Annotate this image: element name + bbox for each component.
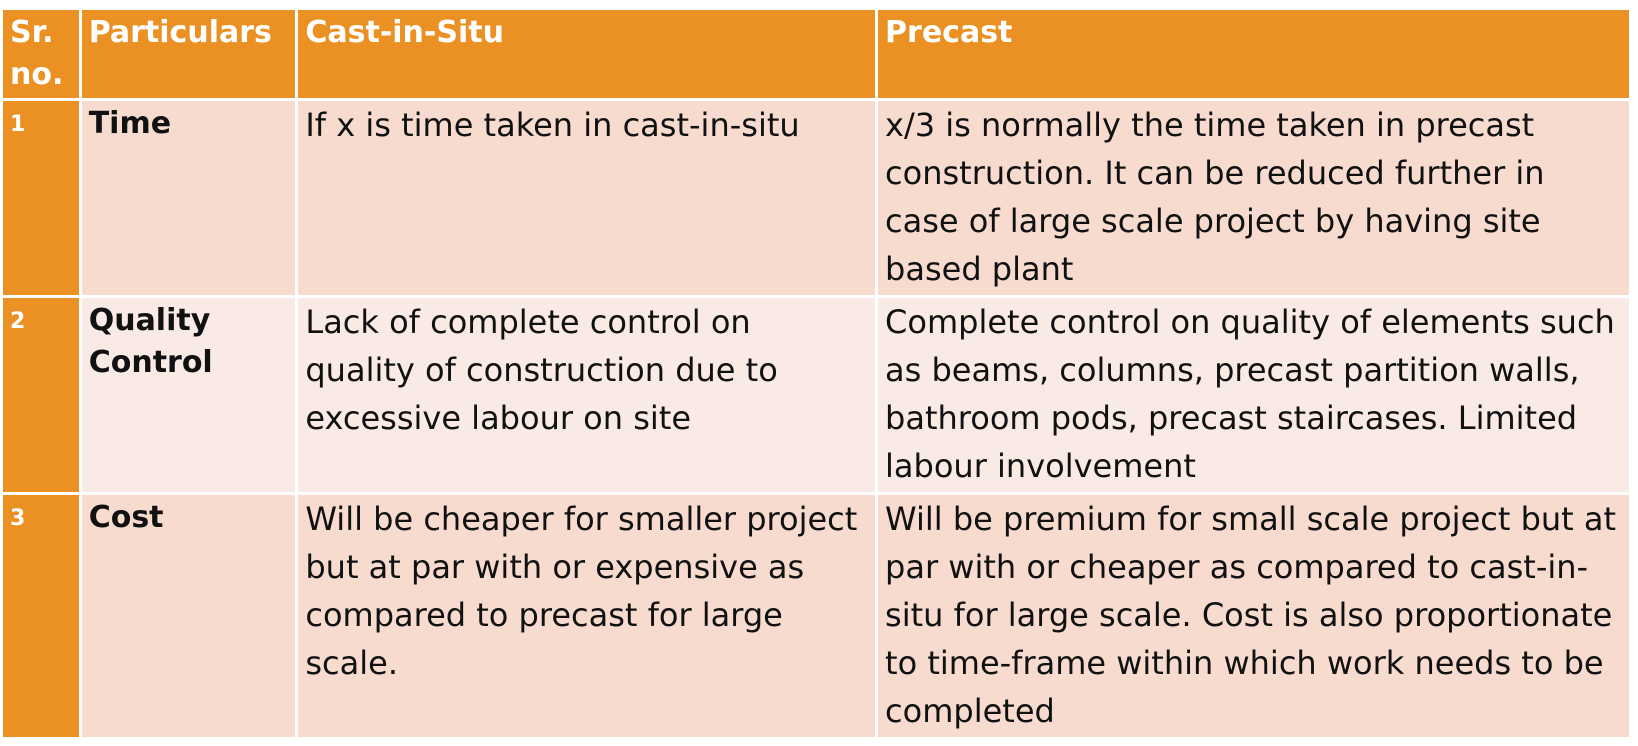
header-sr-no: Sr. no. [3, 10, 79, 98]
row-sr-no: 3 [3, 495, 79, 737]
header-row: Sr. no. Particulars Cast-in-Situ Precast [3, 10, 1629, 98]
row-cast-in-situ: Will be cheaper for smaller project but … [298, 495, 876, 737]
row-particular: Cost [81, 495, 296, 737]
row-sr-no: 2 [3, 298, 79, 492]
row-precast: Complete control on quality of elements … [878, 298, 1629, 492]
row-particular: Quality Control [81, 298, 296, 492]
row-particular: Time [81, 101, 296, 295]
row-precast: Will be premium for small scale project … [878, 495, 1629, 737]
row-precast: x/3 is normally the time taken in precas… [878, 101, 1629, 295]
table-row: 1 Time If x is time taken in cast-in-sit… [3, 101, 1629, 295]
header-particulars: Particulars [81, 10, 296, 98]
comparison-table: Sr. no. Particulars Cast-in-Situ Precast… [0, 7, 1632, 740]
header-cast-in-situ: Cast-in-Situ [298, 10, 876, 98]
row-cast-in-situ: Lack of complete control on quality of c… [298, 298, 876, 492]
table-row: 3 Cost Will be cheaper for smaller proje… [3, 495, 1629, 737]
row-cast-in-situ: If x is time taken in cast-in-situ [298, 101, 876, 295]
table-row: 2 Quality Control Lack of complete contr… [3, 298, 1629, 492]
row-sr-no: 1 [3, 101, 79, 295]
header-precast: Precast [878, 10, 1629, 98]
